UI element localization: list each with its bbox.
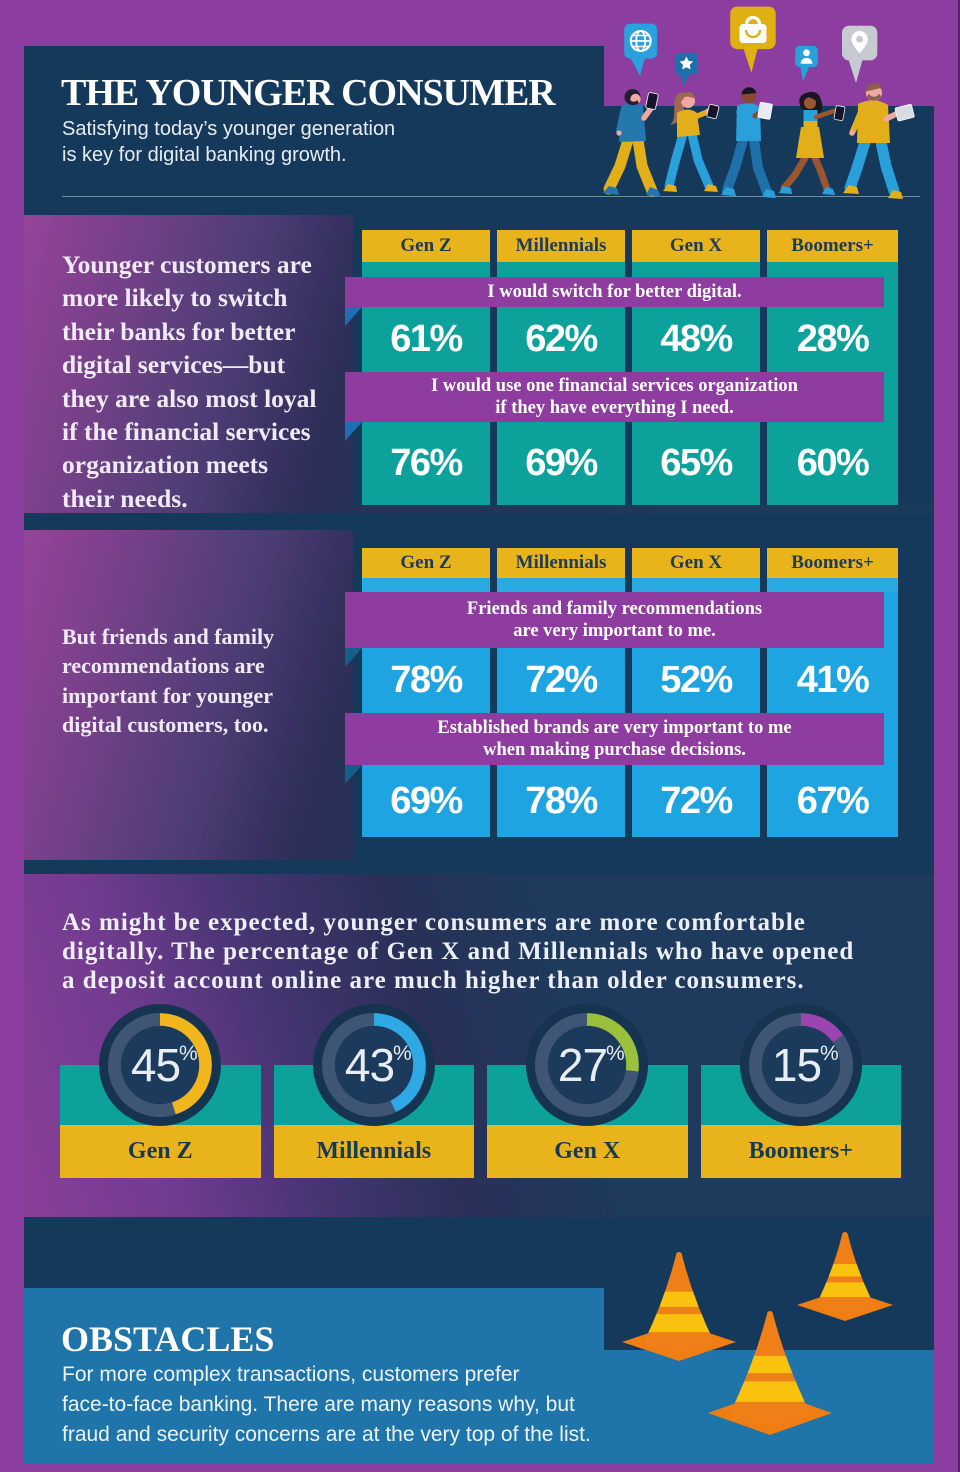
- svg-text:15: 15: [772, 1039, 821, 1091]
- svg-text:%: %: [393, 1042, 412, 1065]
- svg-text:%: %: [179, 1042, 198, 1065]
- svg-text:%: %: [606, 1042, 625, 1065]
- svg-text:45: 45: [131, 1039, 180, 1091]
- svg-text:43: 43: [345, 1039, 394, 1091]
- svg-text:%: %: [820, 1042, 839, 1065]
- svg-text:27: 27: [558, 1039, 607, 1091]
